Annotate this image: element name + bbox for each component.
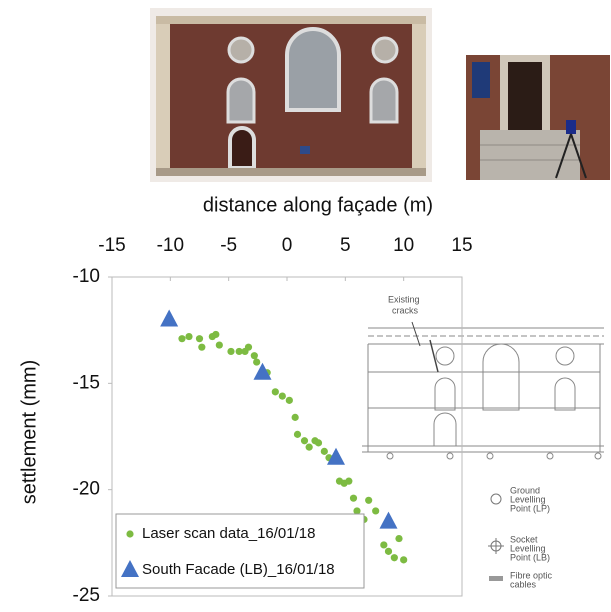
figure: distance along façade (m) settlement (mm… bbox=[0, 0, 611, 607]
data-point bbox=[286, 397, 293, 404]
data-point bbox=[321, 448, 328, 455]
entrance-photo bbox=[466, 55, 610, 180]
x-axis-label: distance along façade (m) bbox=[203, 194, 433, 216]
x-tick-label: 10 bbox=[393, 235, 414, 256]
data-point bbox=[400, 556, 407, 563]
data-point bbox=[245, 344, 252, 351]
x-tick-label: 15 bbox=[451, 235, 472, 256]
inset-legend-label: Point (LB) bbox=[510, 552, 550, 562]
data-point bbox=[385, 548, 392, 555]
inset-legend-icons bbox=[488, 494, 504, 581]
data-point bbox=[198, 344, 205, 351]
data-point bbox=[345, 478, 352, 485]
data-point bbox=[196, 335, 203, 342]
y-tick-label: -20 bbox=[73, 479, 100, 500]
x-tick-label: -15 bbox=[98, 235, 125, 256]
data-point bbox=[380, 512, 398, 529]
data-point bbox=[353, 507, 360, 514]
inset-legend-label: Point (LP) bbox=[510, 503, 550, 513]
y-tick-label: -10 bbox=[73, 266, 100, 287]
data-point bbox=[315, 439, 322, 446]
data-point bbox=[380, 541, 387, 548]
inset-label: Existing bbox=[388, 294, 420, 304]
data-point bbox=[292, 414, 299, 421]
inset-legend-label: cables bbox=[510, 579, 537, 589]
legend-marker bbox=[126, 530, 133, 537]
data-point bbox=[227, 348, 234, 355]
data-point bbox=[306, 444, 313, 451]
y-axis-label: settlement (mm) bbox=[18, 360, 40, 504]
data-point bbox=[212, 331, 219, 338]
inset-diagram bbox=[362, 322, 606, 459]
data-point bbox=[365, 497, 372, 504]
y-tick-label: -15 bbox=[73, 372, 100, 393]
data-point bbox=[372, 507, 379, 514]
data-point bbox=[391, 554, 398, 561]
data-point bbox=[301, 437, 308, 444]
x-tick-label: -5 bbox=[220, 235, 237, 256]
data-point bbox=[185, 333, 192, 340]
data-point bbox=[350, 495, 357, 502]
y-tick-label: -25 bbox=[73, 585, 100, 606]
data-point bbox=[251, 352, 258, 359]
inset-label: cracks bbox=[392, 305, 419, 315]
x-tick-label: 0 bbox=[282, 235, 293, 256]
data-point bbox=[294, 431, 301, 438]
data-point bbox=[395, 535, 402, 542]
facade-photo bbox=[150, 8, 432, 182]
x-tick-label: -10 bbox=[157, 235, 184, 256]
data-point bbox=[178, 335, 185, 342]
data-point bbox=[272, 388, 279, 395]
data-point bbox=[160, 310, 178, 327]
x-tick-label: 5 bbox=[340, 235, 351, 256]
data-point bbox=[253, 358, 260, 365]
data-point bbox=[279, 392, 286, 399]
legend-label: Laser scan data_16/01/18 bbox=[142, 525, 315, 542]
legend-label: South Facade (LB)_16/01/18 bbox=[142, 561, 335, 578]
data-point bbox=[216, 341, 223, 348]
